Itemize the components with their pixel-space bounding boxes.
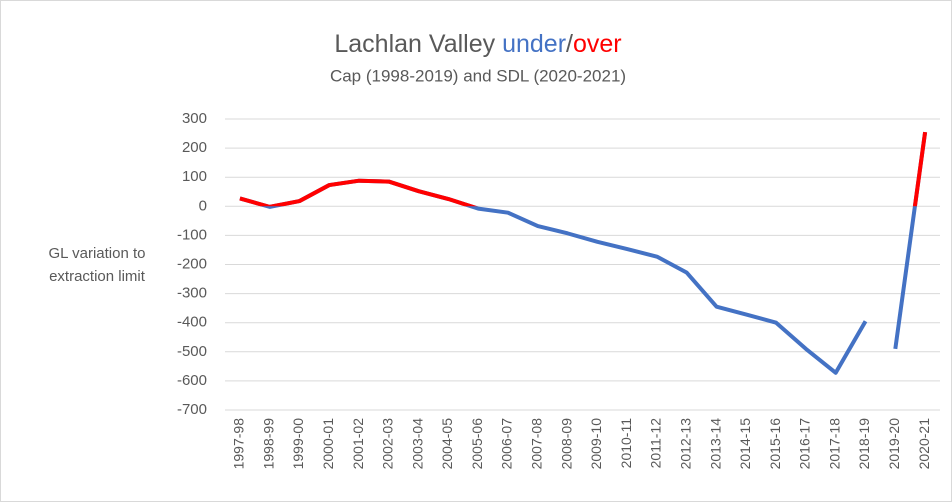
y-tick-label: -500 — [177, 343, 207, 360]
title-text: Lachlan Valley — [334, 30, 502, 58]
line-over — [912, 131, 928, 207]
x-tick-label: 2011-12 — [648, 418, 664, 469]
y-tick-label: 0 — [199, 197, 207, 214]
x-tick-label: 2006-07 — [499, 418, 515, 470]
x-tick-label: 2020-21 — [916, 418, 932, 470]
x-tick-label: 2017-18 — [826, 418, 842, 470]
title-over: over — [573, 30, 622, 58]
x-tick-label: 2019-20 — [886, 418, 902, 470]
y-tick-label: -600 — [177, 372, 207, 389]
x-tick-label: 2003-04 — [409, 418, 425, 470]
x-tick-label: 2000-01 — [320, 418, 336, 470]
x-tick-label: 2014-15 — [737, 418, 753, 470]
y-axis-label: GL variation to extraction limit — [48, 245, 146, 285]
y-tick-label: 100 — [182, 168, 207, 185]
x-tick-label: 2002-03 — [380, 418, 396, 470]
x-tick-label: 1998-99 — [260, 418, 276, 470]
y-tick-label: -100 — [177, 226, 207, 243]
chart-subtitle: Cap (1998-2019) and SDL (2020-2021) — [330, 66, 626, 85]
x-tick-label: 2013-14 — [707, 418, 723, 470]
x-tick-label: 2015-16 — [767, 418, 783, 470]
x-tick-label: 2012-13 — [677, 418, 693, 470]
x-tick-label: 2008-09 — [558, 418, 574, 470]
x-tick-label: 1997-98 — [231, 418, 247, 470]
y-tick-label: -700 — [177, 401, 207, 418]
y-tick-label: 200 — [182, 139, 207, 156]
chart-title: Lachlan Valley under/over — [334, 30, 621, 58]
x-tick-label: 1999-00 — [290, 418, 306, 470]
y-tick-label: -200 — [177, 255, 207, 272]
x-tick-label: 2004-05 — [439, 418, 455, 470]
y-tick-label: 300 — [182, 110, 207, 127]
y-tick-label: -300 — [177, 285, 207, 302]
x-tick-label: 2010-11 — [618, 418, 634, 469]
x-tick-label: 2009-10 — [588, 418, 604, 470]
x-tick-label: 2018-19 — [856, 418, 872, 470]
x-tick-label: 2001-02 — [350, 418, 366, 470]
title-under: under — [502, 30, 566, 58]
title-slash: / — [566, 30, 573, 58]
y-tick-label: -400 — [177, 314, 207, 331]
x-tick-label: 2007-08 — [529, 418, 545, 470]
line-over — [239, 178, 478, 207]
x-tick-label: 2016-17 — [797, 418, 813, 470]
x-tick-label: 2005-06 — [469, 418, 485, 470]
